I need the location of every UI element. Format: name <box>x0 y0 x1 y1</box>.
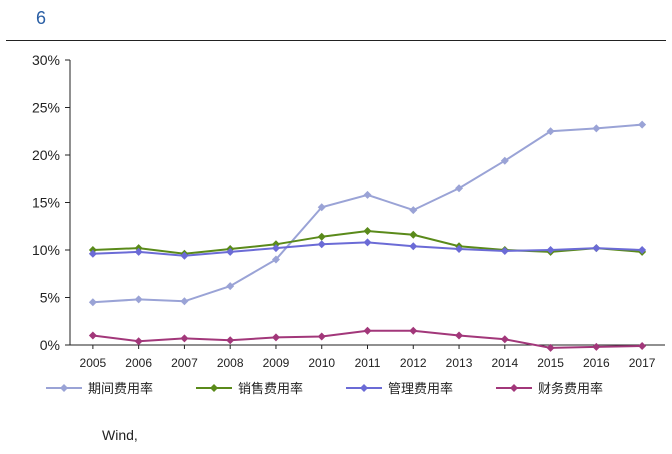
page-number: 6 <box>36 8 47 28</box>
data-point <box>134 337 143 346</box>
legend: 期间费用率 销售费用率 管理费用率 财务费用率 <box>6 374 666 400</box>
legend-swatch-marker <box>360 384 368 392</box>
data-point <box>546 246 555 254</box>
x-tick-label: 2016 <box>583 356 610 370</box>
series-layer <box>88 120 647 352</box>
data-point <box>317 240 326 249</box>
data-point <box>592 342 601 351</box>
data-point <box>226 282 235 291</box>
legend-label: 财务费用率 <box>538 381 603 396</box>
data-point <box>317 232 326 241</box>
data-point <box>363 326 372 335</box>
y-tick-label: 20% <box>32 147 60 163</box>
x-tick-label: 2006 <box>125 356 152 370</box>
header-rule <box>6 40 666 41</box>
legend-swatch-marker <box>210 384 218 392</box>
data-point <box>226 247 235 256</box>
y-tick-label: 25% <box>32 100 60 116</box>
y-axis: 0% 5% 10% 15% 20% 25% 30% <box>32 52 71 353</box>
series-line <box>92 123 643 304</box>
line-chart: 0% 5% 10% 15% 20% 25% 30% 2005 2006 2007 2008 2009… <box>6 52 666 400</box>
data-point <box>409 326 418 335</box>
data-point <box>226 336 235 345</box>
x-tick-label: 2015 <box>537 356 564 370</box>
data-point <box>363 227 372 235</box>
data-point <box>363 190 372 199</box>
data-point <box>455 331 464 340</box>
y-tick-label: 0% <box>40 337 60 353</box>
data-point <box>409 242 418 251</box>
data-point <box>592 124 601 133</box>
data-point <box>500 335 509 344</box>
source-note: Wind, <box>102 427 138 443</box>
data-point <box>180 297 189 306</box>
data-point <box>592 244 601 253</box>
legend-entry: 财务费用率 <box>496 381 603 396</box>
series-4 <box>88 326 647 352</box>
y-tick-label: 5% <box>40 290 60 306</box>
legend-swatch-marker <box>510 384 518 392</box>
legend-label: 管理费用率 <box>388 381 453 396</box>
data-point <box>317 203 326 212</box>
data-point <box>455 245 464 254</box>
x-tick-label: 2005 <box>80 356 107 370</box>
x-tick-label: 2009 <box>263 356 290 370</box>
series-3 <box>88 238 647 260</box>
legend-entry: 期间费用率 <box>46 381 153 396</box>
data-point <box>409 230 418 239</box>
data-point <box>134 295 143 304</box>
y-tick-label: 30% <box>32 52 60 68</box>
x-tick-label: 2012 <box>400 356 427 370</box>
x-tick-label: 2007 <box>171 356 198 370</box>
x-tick-label: 2011 <box>355 356 381 370</box>
data-point <box>88 249 97 258</box>
data-point <box>546 127 555 136</box>
data-point <box>363 238 372 247</box>
y-tick-label: 10% <box>32 242 60 258</box>
data-point <box>546 343 555 352</box>
data-point <box>180 251 189 260</box>
x-tick-label: 2008 <box>217 356 244 370</box>
data-point <box>134 247 143 256</box>
legend-swatch-marker <box>60 384 68 392</box>
data-point <box>500 246 509 255</box>
y-tick-label: 15% <box>32 195 60 211</box>
data-point <box>271 333 280 342</box>
legend-label: 期间费用率 <box>88 381 153 396</box>
data-point <box>638 246 647 254</box>
data-point <box>409 206 418 215</box>
legend-entry: 销售费用率 <box>196 381 303 396</box>
data-point <box>500 156 509 165</box>
data-point <box>271 244 280 253</box>
legend-label: 销售费用率 <box>238 381 303 396</box>
x-tick-label: 2010 <box>308 356 335 370</box>
data-point <box>638 341 647 350</box>
data-point <box>638 120 647 129</box>
x-tick-label: 2017 <box>629 356 656 370</box>
legend-entry: 管理费用率 <box>346 381 453 396</box>
data-point <box>317 332 326 341</box>
x-axis: 2005 2006 2007 2008 2009 2010 2011 2012 2013 2014… <box>70 344 665 370</box>
series-1 <box>88 120 647 307</box>
x-tick-label: 2014 <box>491 356 518 370</box>
data-point <box>88 331 97 340</box>
x-tick-label: 2013 <box>446 356 473 370</box>
data-point <box>180 334 189 343</box>
data-point <box>271 255 280 264</box>
data-point <box>88 298 97 307</box>
data-point <box>455 184 464 193</box>
legend-box <box>6 374 666 400</box>
